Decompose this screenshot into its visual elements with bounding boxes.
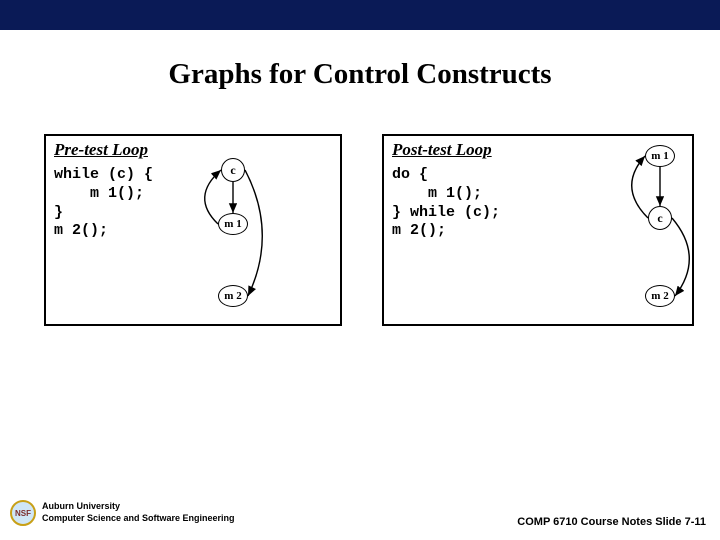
graph-node-c: c — [648, 206, 672, 230]
graph-node-m2: m 2 — [645, 285, 675, 307]
graph-node-m2: m 2 — [218, 285, 248, 307]
graph-node-m1: m 1 — [645, 145, 675, 167]
slide-title: Graphs for Control Constructs — [0, 58, 720, 91]
footer-line2: Computer Science and Software Engineerin… — [42, 513, 235, 523]
header-bar — [0, 0, 720, 30]
slide-page: Graphs for Control Constructs Pre-test L… — [0, 0, 720, 540]
graph-node-m1: m 1 — [218, 213, 248, 235]
panel-pre-test: Pre-test Loop while (c) { m 1(); } m 2()… — [44, 134, 342, 326]
nsf-badge-text: NSF — [15, 509, 31, 518]
panel-heading-pre-test: Pre-test Loop — [54, 140, 148, 160]
panel-heading-post-test: Post-test Loop — [392, 140, 492, 160]
code-post-test: do { m 1(); } while (c); m 2(); — [392, 166, 500, 241]
code-pre-test: while (c) { m 1(); } m 2(); — [54, 166, 153, 241]
graph-node-c: c — [221, 158, 245, 182]
footer-line1: Auburn University — [42, 501, 120, 511]
slide-number: COMP 6710 Course Notes Slide 7-11 — [517, 516, 706, 528]
nsf-badge-icon: NSF — [10, 500, 36, 526]
